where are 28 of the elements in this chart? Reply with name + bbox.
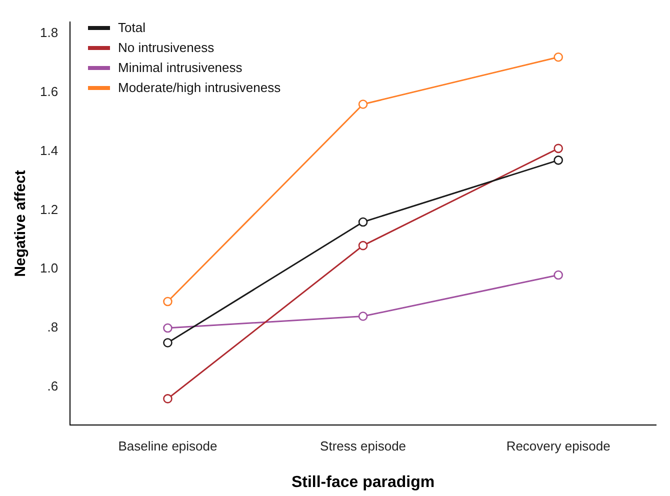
y-tick-label: .8 [47,320,58,335]
y-tick-label: 1.2 [40,202,58,217]
y-tick-label: 1.6 [40,84,58,100]
point [554,52,563,62]
point [358,312,368,321]
point [358,217,368,227]
point [358,100,368,109]
x-tick-label: Baseline episode [118,438,218,454]
y-axis-title: Negative affect [12,170,30,277]
y-tick-label: 1.8 [40,25,58,40]
y-tick-label: .6 [47,378,58,394]
legend-label: Total [118,19,146,37]
y-tick-label: 1.4 [40,142,58,158]
legend-label: Moderate/high intrusiveness [118,79,281,97]
point [554,144,563,154]
point [554,270,563,280]
point [163,338,172,348]
point [358,240,368,250]
point [163,323,172,333]
legend-label: No intrusiveness [118,39,214,57]
x-tick-label: Recovery episode [506,438,610,454]
x-axis-title: Still-face paradigm [291,474,435,491]
point [554,156,563,165]
legend-label: Minimal intrusiveness [118,59,242,77]
point [163,296,172,306]
point [163,394,172,404]
y-tick-label: 1.0 [40,260,58,276]
x-tick-label: Stress episode [320,438,406,454]
